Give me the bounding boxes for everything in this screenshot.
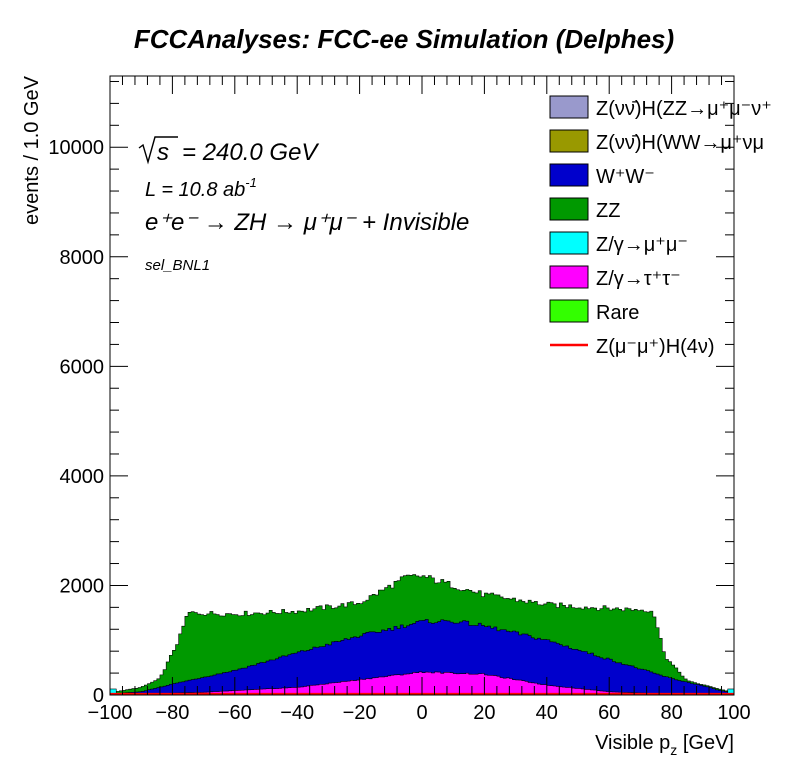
legend-label-0: Z(νν̄)H(ZZ→μ⁺μ⁻ν⁺: [596, 98, 772, 120]
y-tick-label: 2000: [60, 575, 105, 597]
legend-swatch-2: [549, 163, 589, 187]
y-tick-label: 10000: [48, 137, 104, 159]
x-axis-label-subscript: z: [670, 742, 677, 758]
y-tick-label: 8000: [60, 247, 105, 269]
sqrt-sign: [138, 136, 178, 165]
legend-label-7: Z(μ⁻μ⁺)H(4ν): [596, 336, 715, 358]
legend-swatch-0: [549, 95, 589, 119]
legend-label-1: Z(νν̄)H(WW→μ⁺νμ: [596, 132, 764, 154]
legend-swatch-4: [549, 231, 589, 255]
x-tick-label: 100: [717, 702, 750, 724]
histogram-stack: [109, 574, 735, 696]
chart-title: FCCAnalyses: FCC-ee Simulation (Delphes): [134, 24, 674, 54]
annotation-sqrt-s: s = 240.0 GeV: [138, 136, 319, 166]
x-axis-label: Visible pz [GeV]: [595, 732, 734, 758]
sqrt-s-symbol: s: [157, 139, 169, 166]
x-tick-label: 20: [473, 702, 495, 724]
annotation-lumi-text: L = 10.8 ab: [145, 179, 245, 201]
legend-label-3: ZZ: [596, 200, 620, 222]
legend-swatch-6: [549, 299, 589, 323]
x-tick-label: 80: [660, 702, 682, 724]
legend-swatch-3: [549, 197, 589, 221]
x-tick-label: −60: [218, 702, 252, 724]
y-tick-label: 4000: [60, 466, 105, 488]
legend-swatch-5: [549, 265, 589, 289]
hist-W⁺W⁻: [109, 619, 735, 696]
x-tick-label: −20: [343, 702, 377, 724]
x-tick-label: 60: [598, 702, 620, 724]
y-tick-label: 0: [93, 685, 104, 707]
x-tick-label: −80: [155, 702, 189, 724]
y-axis-label: events / 1.0 GeV: [21, 75, 43, 225]
x-axis-label-unit: [GeV]: [677, 732, 734, 754]
x-tick-label: 0: [416, 702, 427, 724]
legend-label-5: Z/γ→τ⁺τ⁻: [596, 268, 681, 290]
x-tick-label: 40: [536, 702, 558, 724]
legend-swatch-1: [549, 129, 589, 153]
annotation-lumi-exp: -1: [245, 175, 257, 190]
x-tick-label: −40: [280, 702, 314, 724]
x-tick-label: −100: [87, 702, 132, 724]
y-tick-label: 6000: [60, 356, 105, 378]
legend: Z(νν̄)H(ZZ→μ⁺μ⁻ν⁺ Z(νν̄)H(WW→μ⁺νμ W⁺W⁻ ZZ Z/…: [549, 95, 772, 358]
legend-label-2: W⁺W⁻: [596, 166, 655, 188]
legend-label-6: Rare: [596, 302, 639, 324]
x-axis-label-main: Visible p: [595, 732, 670, 754]
annotation-process: e⁺e⁻ → ZH → μ⁺μ⁻ + Invisible: [145, 209, 469, 236]
axes: −100 −80 −60 −40 −20 0 20 40 60 80 100 0 2000 4000 600…: [48, 76, 751, 724]
annotation-lumi: L = 10.8 ab-1: [145, 175, 257, 201]
legend-label-4: Z/γ→μ⁺μ⁻: [596, 234, 688, 256]
annotation-selection: sel_BNL1: [145, 257, 210, 274]
sqrt-s-value: = 240.0 GeV: [182, 139, 319, 166]
